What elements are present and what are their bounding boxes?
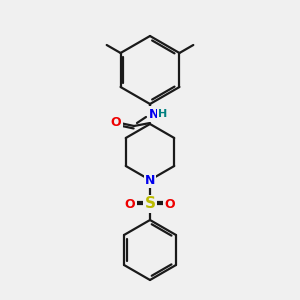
Text: N: N bbox=[145, 173, 155, 187]
Text: O: O bbox=[165, 197, 175, 211]
Text: H: H bbox=[158, 109, 168, 119]
Text: N: N bbox=[149, 107, 159, 121]
Text: S: S bbox=[145, 196, 155, 211]
Text: O: O bbox=[111, 116, 121, 130]
Text: O: O bbox=[125, 197, 135, 211]
